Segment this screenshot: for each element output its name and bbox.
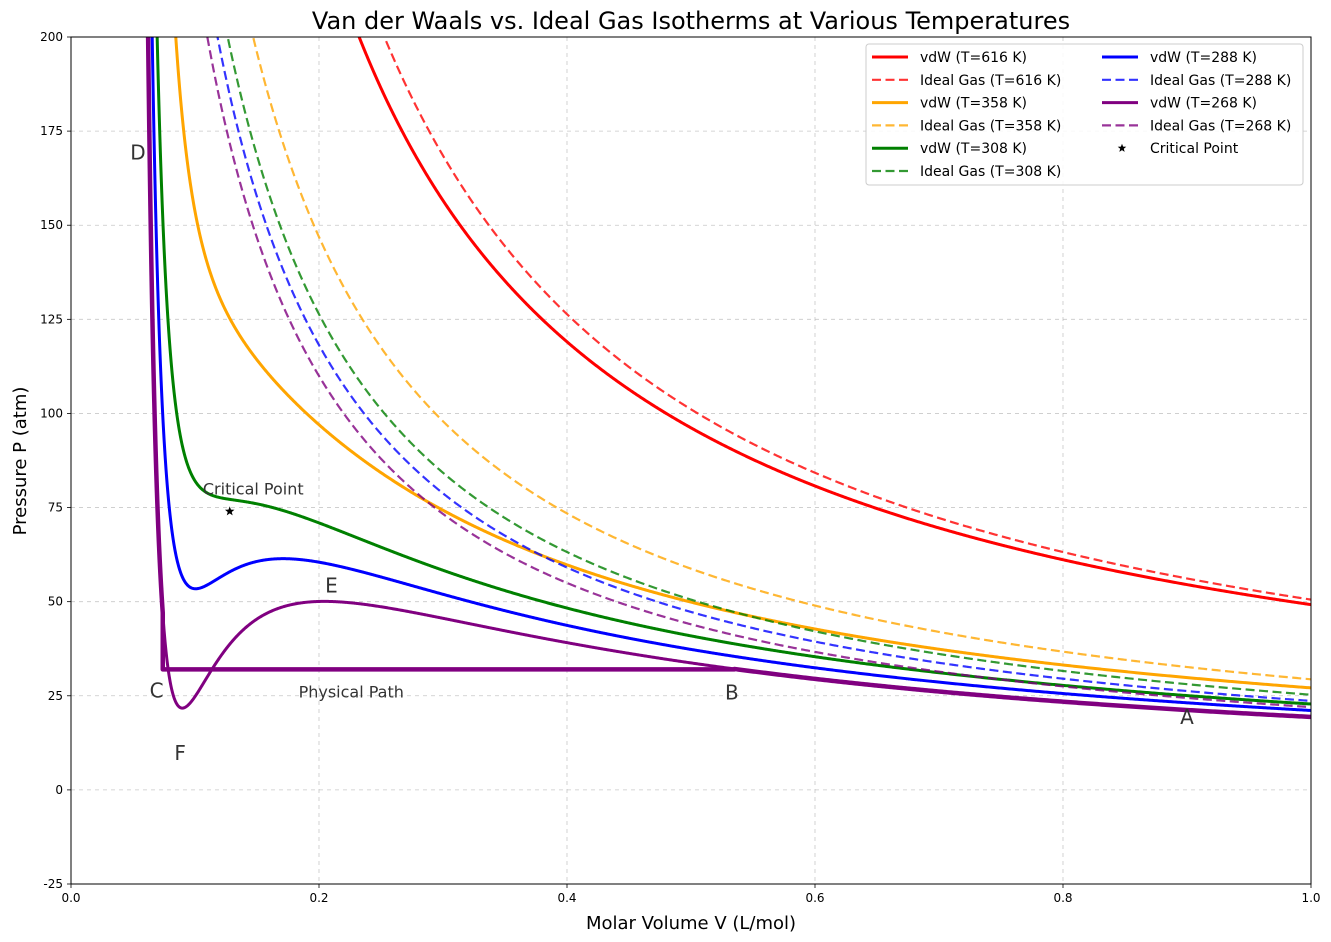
x-tick-label: 1.0: [1301, 891, 1320, 905]
y-tick-label: 100: [40, 406, 63, 420]
plot-frame: [70, 36, 1312, 885]
physical-path-line: [145, 37, 1311, 720]
legend-label: Ideal Gas (T=288 K): [1150, 73, 1291, 89]
y-axis-label: Pressure P (atm): [10, 387, 31, 536]
legend-label: Ideal Gas (T=358 K): [920, 118, 1061, 134]
annotation-label: Physical Path: [299, 683, 404, 702]
critical-point-marker: [224, 506, 235, 516]
x-tick-label: 0.0: [61, 891, 80, 905]
x-tick-label: 0.8: [1053, 891, 1072, 905]
annotation-label: D: [130, 140, 145, 164]
legend-label: Ideal Gas (T=308 K): [920, 164, 1061, 180]
chart-annotations: Critical Point Physical Path A B C D E F: [130, 140, 1194, 764]
annotation-label: E: [325, 573, 338, 597]
y-tick-label: 25: [48, 689, 63, 703]
chart-title: Van der Waals vs. Ideal Gas Isotherms at…: [312, 7, 1070, 35]
y-axis-ticks: -25 0 25 50 75 100 125 150 175 200: [40, 30, 71, 891]
vdw-isotherm-line: [174, 37, 1311, 690]
legend-label: vdW (T=268 K): [1150, 96, 1257, 112]
y-tick-label: 75: [48, 501, 63, 515]
legend: vdW (T=616 K) Ideal Gas (T=616 K) vdW (T=3…: [865, 43, 1304, 186]
legend-box: [865, 43, 1304, 186]
x-tick-label: 0.6: [805, 891, 824, 905]
y-tick-label: 200: [40, 30, 63, 44]
y-tick-label: 150: [40, 218, 63, 232]
vdw-isotherm-line: [150, 37, 1311, 712]
vdw-isotherm-line: [155, 37, 1311, 706]
annotation-label: Critical Point: [203, 479, 304, 498]
y-tick-label: 50: [48, 595, 63, 609]
ideal-gas-isotherm-line: [226, 37, 1311, 696]
x-tick-label: 0.4: [557, 891, 576, 905]
legend-label: Critical Point: [1150, 141, 1239, 157]
x-axis-label: Molar Volume V (L/mol): [586, 913, 796, 934]
vdw-isotherm-line: [357, 37, 1311, 607]
legend-label: vdW (T=616 K): [920, 50, 1027, 66]
series-curves: [145, 37, 1311, 720]
ideal-gas-isotherm-line: [383, 37, 1311, 601]
legend-marker: [1117, 143, 1127, 152]
annotation-label: C: [150, 679, 164, 703]
y-tick-label: 125: [40, 312, 63, 326]
legend-label: vdW (T=288 K): [1150, 50, 1257, 66]
y-tick-label: -25: [43, 877, 63, 891]
legend-label: vdW (T=358 K): [920, 96, 1027, 112]
annotation-label: A: [1180, 705, 1194, 729]
x-tick-label: 0.2: [309, 891, 328, 905]
x-axis-ticks: 0.0 0.2 0.4 0.6 0.8 1.0: [61, 884, 1321, 905]
ideal-gas-isotherm-line: [252, 37, 1311, 681]
y-tick-label: 175: [40, 124, 63, 138]
legend-label: vdW (T=308 K): [920, 141, 1027, 157]
legend-label: Ideal Gas (T=616 K): [920, 73, 1061, 89]
legend-label: Ideal Gas (T=268 K): [1150, 118, 1291, 134]
y-tick-label: 0: [55, 783, 63, 797]
ideal-gas-isotherm-line: [216, 37, 1311, 703]
annotation-label: F: [174, 741, 186, 765]
annotation-label: B: [725, 681, 739, 705]
